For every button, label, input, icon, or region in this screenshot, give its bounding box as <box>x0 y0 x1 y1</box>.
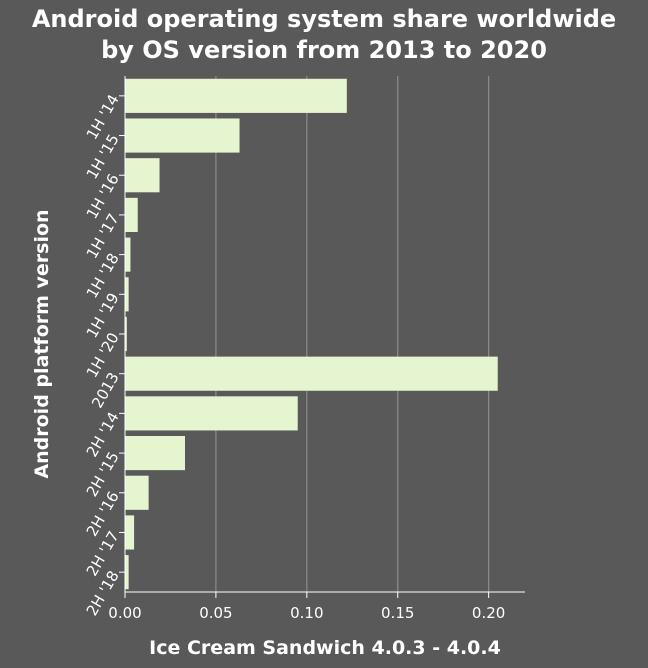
x-tick-label-0: 0.00 <box>108 604 141 622</box>
bar-4 <box>125 237 131 272</box>
bar-7 <box>125 356 498 391</box>
bar-12 <box>125 555 129 590</box>
bar-5 <box>125 277 129 312</box>
bar-2 <box>125 158 160 193</box>
chart-title-line-2: by OS version from 2013 to 2020 <box>101 36 547 64</box>
bar-11 <box>125 515 135 550</box>
bar-3 <box>125 197 138 232</box>
x-tick-label-2: 0.10 <box>290 604 323 622</box>
x-tick-label-1: 0.05 <box>199 604 232 622</box>
y-tick-label-3: 1H '17 <box>83 210 123 261</box>
x-axis-title: Ice Cream Sandwich 4.0.3 - 4.0.4 <box>149 637 501 659</box>
y-tick-label-10: 2H '16 <box>83 488 123 539</box>
y-tick-label-8: 2H '14 <box>83 409 123 460</box>
bar-10 <box>125 475 149 510</box>
bar-9 <box>125 436 185 471</box>
x-tick-label-4: 0.20 <box>472 604 505 622</box>
bar-6 <box>125 316 127 352</box>
y-tick-label-0: 1H '14 <box>83 91 123 142</box>
bar-8 <box>125 396 298 431</box>
y-tick-label-2: 1H '16 <box>83 171 123 222</box>
y-tick-label-6: 1H '20 <box>83 330 123 381</box>
y-tick-label-11: 2H '17 <box>83 528 123 579</box>
y-tick-label-1: 1H '15 <box>83 131 123 182</box>
chart-title-line-1: Android operating system share worldwide <box>31 5 617 33</box>
chart-title: Android operating system share worldwide… <box>0 4 648 66</box>
y-axis-title: Android platform version <box>31 209 53 478</box>
bars <box>125 78 498 590</box>
x-tick-label-3: 0.15 <box>381 604 414 622</box>
grid-lines <box>215 76 490 592</box>
axes <box>119 76 525 598</box>
bar-1 <box>125 118 240 153</box>
y-tick-label-4: 1H '18 <box>83 250 123 301</box>
y-tick-label-5: 1H '19 <box>83 290 123 341</box>
bar-0 <box>125 78 347 113</box>
y-tick-label-9: 2H '15 <box>83 449 123 500</box>
